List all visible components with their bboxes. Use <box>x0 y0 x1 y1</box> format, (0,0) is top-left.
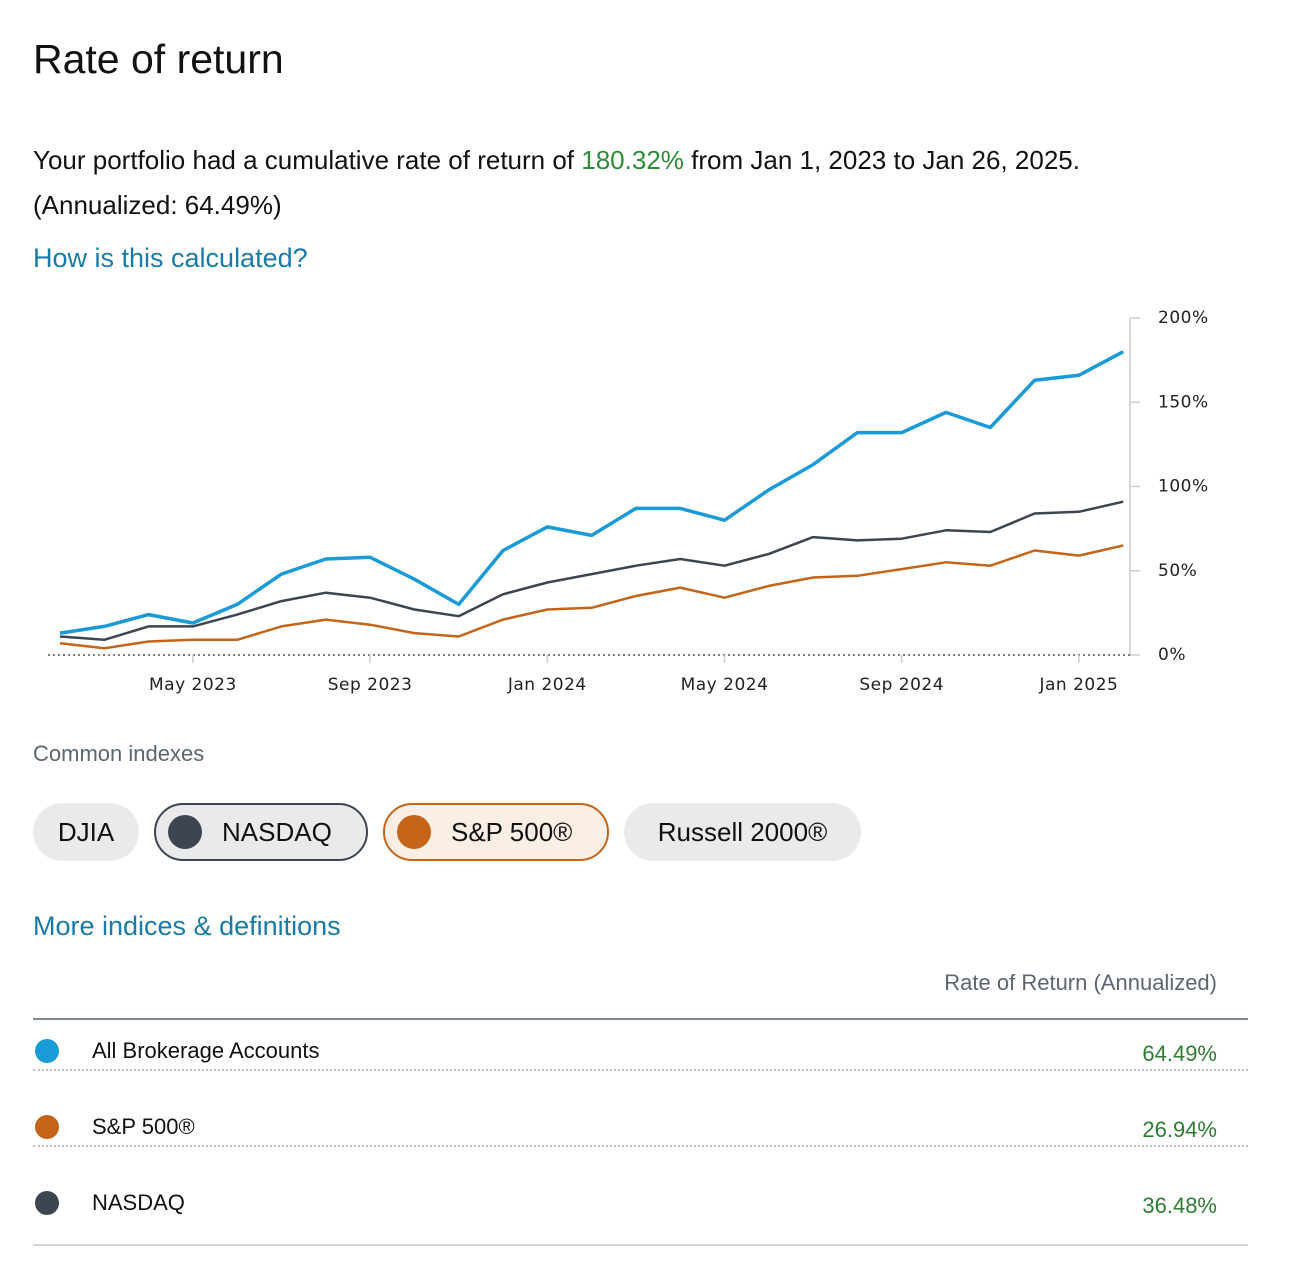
table-rule <box>33 1018 1248 1020</box>
table-row: S&P 500® 26.94% <box>33 1107 1217 1147</box>
button-label: NASDAQ <box>222 816 332 847</box>
index-button[interactable]: DJIA <box>33 803 139 861</box>
x-tick-label: May 2023 <box>149 675 237 695</box>
row-name: S&P 500® <box>92 1114 195 1139</box>
series-line <box>59 544 1124 650</box>
summary-suffix: from Jan 1, 2023 to Jan 26, 2025. <box>691 145 1080 175</box>
index-button[interactable]: Russell 2000® <box>624 803 861 861</box>
row-value: 26.94% <box>1142 1117 1217 1142</box>
button-dot <box>168 815 202 849</box>
indexes-label: Common indexes <box>33 741 205 766</box>
chart: 0% 50% 100% 150% 200% May 2023 Sep 2023 Jan 202… <box>48 308 1209 695</box>
index-button[interactable]: NASDAQ <box>154 803 368 861</box>
button-label: S&P 500® <box>451 816 573 847</box>
x-tick-label: Jan 2024 <box>507 675 587 695</box>
more-link[interactable]: More indices & definitions <box>33 911 341 941</box>
y-tick-label: 200% <box>1158 308 1209 328</box>
row-dot <box>35 1115 59 1139</box>
table-rule <box>33 1069 1248 1071</box>
x-tick-label: Jan 2025 <box>1038 675 1118 695</box>
series-line <box>59 500 1124 642</box>
button-label: Russell 2000® <box>657 816 828 847</box>
row-value: 36.48% <box>1142 1193 1217 1218</box>
index-button[interactable]: S&P 500® <box>383 803 609 861</box>
x-tick-label: Sep 2024 <box>859 675 944 695</box>
row-value: 64.49% <box>1142 1041 1217 1066</box>
y-tick-label: 50% <box>1158 561 1197 581</box>
summary-prefix: Your portfolio had a cumulative rate of … <box>33 145 575 175</box>
button-label: DJIA <box>57 816 115 847</box>
page-title: Rate of return <box>33 36 284 82</box>
x-tick-label: May 2024 <box>681 675 769 695</box>
row-dot <box>35 1191 59 1215</box>
row-dot <box>35 1039 59 1063</box>
table-row: NASDAQ 36.48% <box>33 1183 1217 1223</box>
row-name: All Brokerage Accounts <box>92 1038 320 1063</box>
annualized: (Annualized: 64.49%) <box>33 190 282 220</box>
y-tick-label: 150% <box>1158 392 1209 412</box>
summary: Your portfolio had a cumulative rate of … <box>33 138 1273 228</box>
y-tick-label: 100% <box>1158 477 1209 497</box>
cumulative-return: 180.32% <box>581 145 684 175</box>
table-header: Rate of Return (Annualized) <box>944 970 1217 995</box>
calc-link[interactable]: How is this calculated? <box>33 243 308 273</box>
series-line <box>59 350 1125 635</box>
row-name: NASDAQ <box>92 1190 185 1215</box>
table-rule <box>33 1145 1248 1147</box>
button-dot <box>397 815 431 849</box>
table-row: All Brokerage Accounts 64.49% <box>33 1031 1217 1071</box>
table-rule <box>33 1244 1248 1246</box>
x-tick-label: Sep 2023 <box>328 675 413 695</box>
y-tick-label: 0% <box>1158 645 1186 665</box>
